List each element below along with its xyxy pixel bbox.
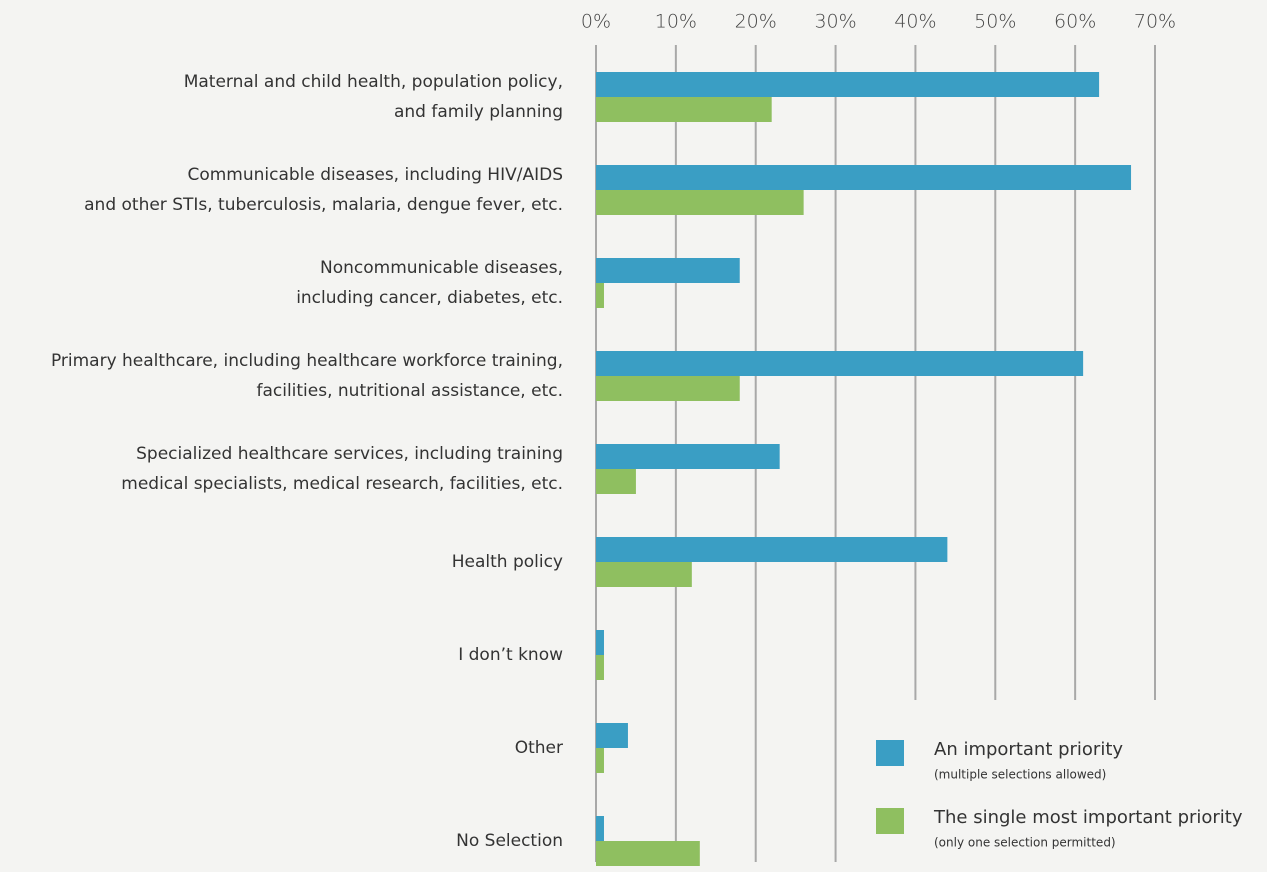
category-label: including cancer, diabetes, etc. xyxy=(296,288,563,308)
x-tick-label: 40% xyxy=(894,11,936,33)
bar xyxy=(596,469,636,494)
bar xyxy=(596,165,1132,190)
category-label: Communicable diseases, including HIV/AID… xyxy=(187,165,563,185)
bar xyxy=(596,190,804,215)
legend-background xyxy=(862,700,1267,872)
bar xyxy=(596,748,604,773)
bar xyxy=(596,97,772,122)
legend-swatch xyxy=(876,808,904,834)
bar xyxy=(596,351,1084,376)
legend-swatch xyxy=(876,740,904,766)
bar xyxy=(596,72,1100,97)
bar xyxy=(596,283,604,308)
x-tick-label: 70% xyxy=(1134,11,1176,33)
x-tick-label: 60% xyxy=(1054,11,1096,33)
category-label: Primary healthcare, including healthcare… xyxy=(51,351,563,371)
bar xyxy=(596,816,604,841)
legend-label: An important priority xyxy=(934,739,1123,760)
x-tick-label: 20% xyxy=(735,11,777,33)
legend: An important priority (multiple selection… xyxy=(862,700,1267,872)
bar xyxy=(596,723,628,748)
legend-note: (only one selection permitted) xyxy=(934,836,1116,850)
x-tick-label: 30% xyxy=(814,11,856,33)
category-label: No Selection xyxy=(456,831,563,851)
category-label: Health policy xyxy=(452,552,563,572)
bar xyxy=(596,537,948,562)
category-label: Other xyxy=(515,738,563,758)
legend-label: The single most important priority xyxy=(933,807,1243,828)
category-label: and other STIs, tuberculosis, malaria, d… xyxy=(84,195,563,215)
x-tick-label: 10% xyxy=(655,11,697,33)
category-label: medical specialists, medical research, f… xyxy=(121,474,563,494)
bar xyxy=(596,630,604,655)
legend-note: (multiple selections allowed) xyxy=(934,768,1106,782)
category-label: I don’t know xyxy=(458,645,563,665)
bar xyxy=(596,562,692,587)
category-label: Noncommunicable diseases, xyxy=(320,258,563,278)
bar xyxy=(596,444,780,469)
bar xyxy=(596,841,700,866)
category-label: and family planning xyxy=(394,102,563,122)
category-label: Maternal and child health, population po… xyxy=(184,72,563,92)
category-label: Specialized healthcare services, includi… xyxy=(136,444,563,464)
category-label: facilities, nutritional assistance, etc. xyxy=(256,381,563,401)
x-tick-label: 50% xyxy=(974,11,1016,33)
bar xyxy=(596,655,604,680)
bar xyxy=(596,376,740,401)
bar xyxy=(596,258,740,283)
x-tick-label: 0% xyxy=(581,11,611,33)
